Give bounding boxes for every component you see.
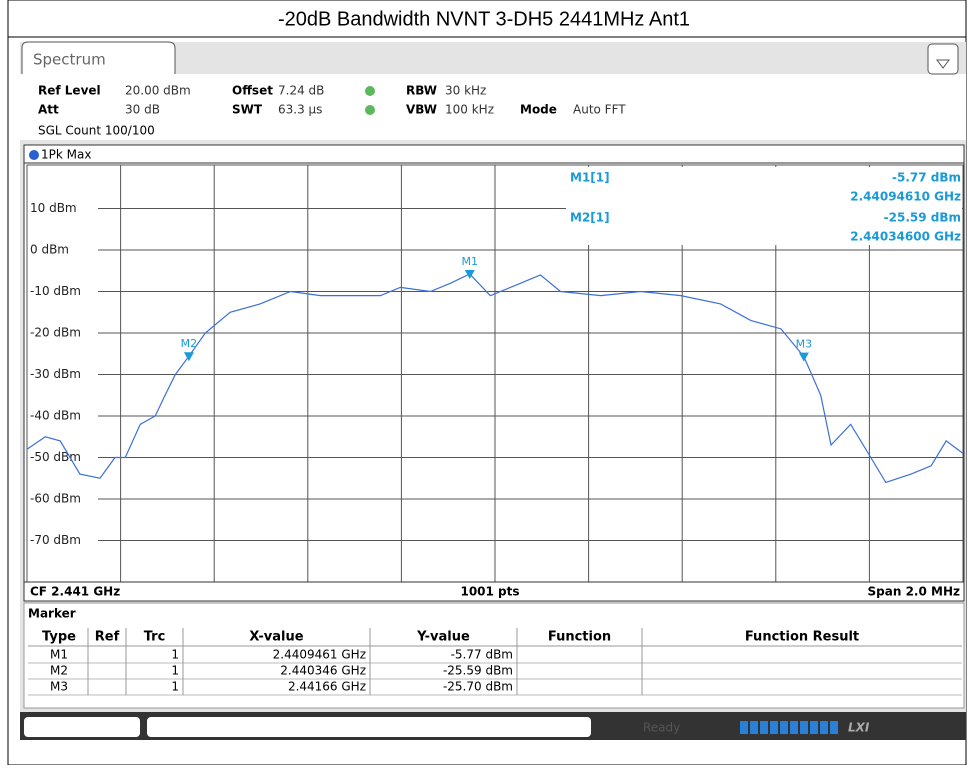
y-tick-label: -40 dBm	[30, 409, 81, 423]
table-header: Y-value	[416, 630, 470, 645]
setting-name: Att	[38, 103, 59, 117]
y-tick-label: -10 dBm	[30, 284, 81, 298]
table-cell: -5.77 dBm	[451, 648, 513, 662]
table-cell: M1	[50, 648, 68, 662]
y-tick-label: 0 dBm	[30, 243, 69, 257]
status-box	[147, 717, 591, 737]
table-header: X-value	[249, 630, 303, 645]
y-tick-label: 10 dBm	[30, 201, 77, 215]
menu-arrow	[936, 59, 950, 69]
table-cell: -25.59 dBm	[443, 664, 513, 678]
readout-level: -25.59 dBm	[884, 211, 961, 225]
table-cell: M3	[50, 680, 68, 694]
setting-value: 20.00 dBm	[125, 84, 191, 98]
marker-label: M3	[796, 338, 813, 351]
marker-table-title: Marker	[28, 607, 76, 621]
table-cell: 2.4409461 GHz	[273, 648, 366, 662]
trace-dot	[29, 150, 39, 160]
brand: LXI	[848, 721, 870, 735]
y-tick-label: -70 dBm	[30, 533, 81, 547]
tab[interactable]	[21, 41, 176, 74]
setting-name: Mode	[520, 103, 557, 117]
marker-label: M1	[462, 255, 479, 268]
setting-name: SWT	[232, 103, 263, 117]
table-header: Ref	[95, 630, 120, 645]
status-led	[365, 105, 375, 115]
status-led	[365, 86, 375, 96]
setting-value: 100 kHz	[445, 103, 494, 117]
setting-value: 30 kHz	[445, 84, 486, 98]
sgl-count: SGL Count 100/100	[38, 124, 155, 138]
table-cell: 2.44166 GHz	[288, 680, 366, 694]
marker-label: M2	[181, 337, 198, 350]
marker	[798, 352, 809, 362]
table-cell: 1	[171, 648, 179, 662]
trace-label: 1Pk Max	[41, 148, 91, 162]
menu-icon[interactable]	[927, 43, 959, 75]
tab-label: Spectrum	[33, 51, 106, 69]
setting-value: Auto FFT	[573, 103, 626, 117]
table-cell: 2.440346 GHz	[280, 664, 366, 678]
table-header: Type	[42, 630, 76, 645]
setting-name: RBW	[406, 84, 437, 98]
y-tick-label: -60 dBm	[30, 492, 81, 506]
setting-value: 7.24 dB	[278, 84, 324, 98]
table-cell: 1	[171, 664, 179, 678]
setting-name: Offset	[232, 84, 273, 98]
progress	[740, 721, 838, 734]
setting-name: VBW	[406, 103, 437, 117]
setting-value: 30 dB	[125, 103, 160, 117]
readout-bg	[566, 167, 962, 245]
footer-label: Span 2.0 MHz	[868, 585, 960, 599]
readout-name: M1[1]	[570, 171, 610, 185]
status-text: Ready	[643, 721, 680, 735]
readout-freq: 2.44094610 GHz	[850, 190, 961, 204]
readout-name: M2[1]	[570, 211, 610, 225]
table-cell: 1	[171, 680, 179, 694]
status-box	[24, 717, 140, 737]
table-header: Function Result	[745, 630, 859, 645]
marker-table-box	[23, 602, 965, 709]
trace	[26, 273, 964, 484]
readout-level: -5.77 dBm	[892, 171, 961, 185]
setting-value: 63.3 µs	[278, 103, 322, 117]
setting-name: Ref Level	[38, 84, 101, 98]
marker	[464, 269, 475, 279]
footer-label: 1001 pts	[460, 585, 519, 599]
table-cell: M2	[50, 664, 68, 678]
footer-label: CF 2.441 GHz	[30, 585, 120, 599]
marker	[183, 352, 194, 362]
y-tick-label: -30 dBm	[30, 367, 81, 381]
settings-panel	[20, 74, 966, 140]
page-title: -20dB Bandwidth NVNT 3-DH5 2441MHz Ant1	[278, 8, 690, 30]
table-header: Function	[548, 630, 611, 645]
table-header: Trc	[144, 630, 166, 645]
readout-freq: 2.44034600 GHz	[850, 230, 961, 244]
table-cell: -25.70 dBm	[443, 680, 513, 694]
y-tick-label: -20 dBm	[30, 326, 81, 340]
